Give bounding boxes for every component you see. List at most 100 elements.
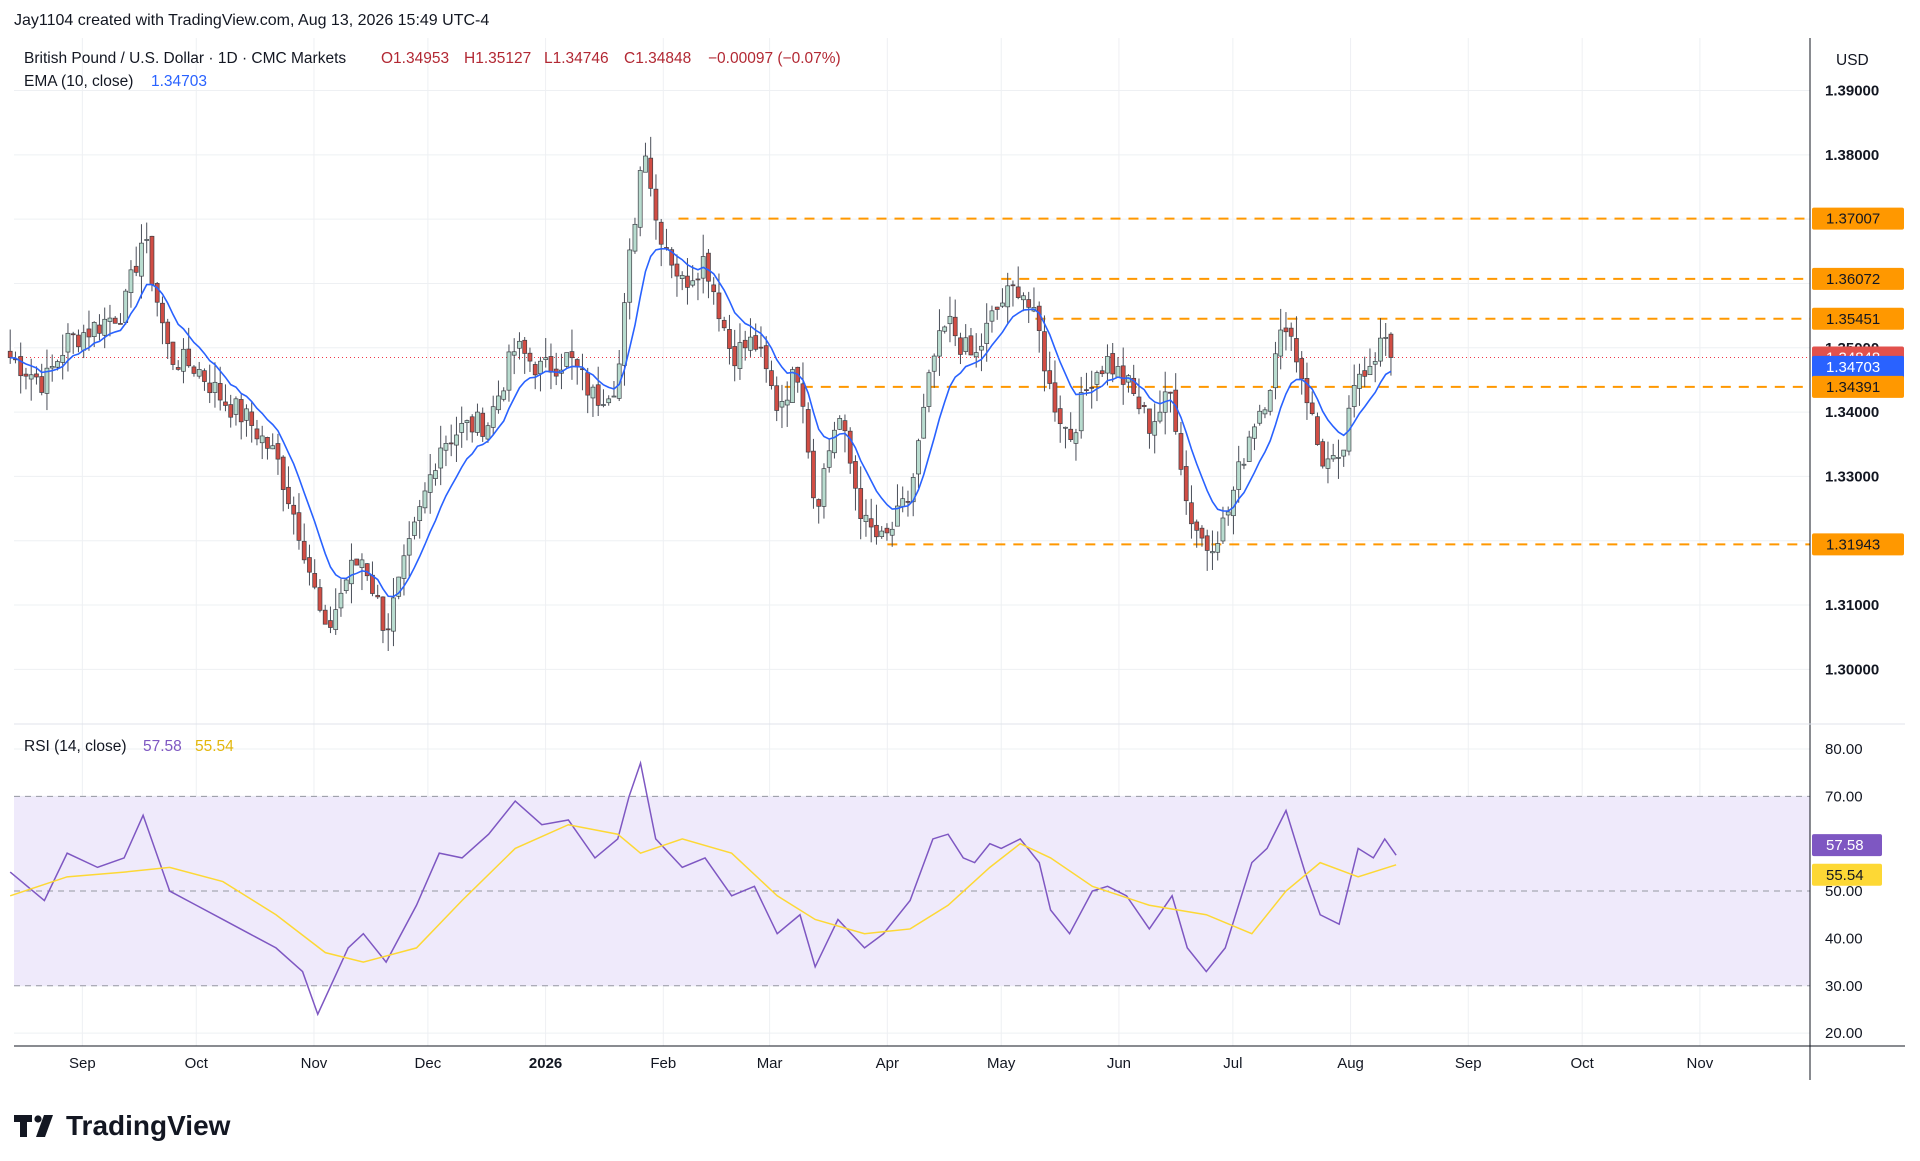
candle-down bbox=[1309, 402, 1315, 415]
rsi-tick-label: 20.00 bbox=[1825, 1025, 1863, 1042]
candle-up bbox=[1063, 426, 1068, 429]
level-price-label: 1.36072 bbox=[1826, 271, 1880, 288]
candle-up bbox=[396, 576, 402, 597]
candle-up bbox=[779, 401, 785, 408]
candle-up bbox=[973, 352, 979, 358]
candle-up bbox=[1351, 385, 1357, 407]
candle-up bbox=[979, 345, 984, 351]
candle-down bbox=[1299, 358, 1305, 380]
candle-up bbox=[1378, 337, 1383, 362]
rsi-tick-label: 70.00 bbox=[1825, 788, 1863, 805]
candle-down bbox=[1068, 428, 1074, 440]
candle-down bbox=[1057, 408, 1063, 425]
candle-up bbox=[826, 450, 832, 468]
time-tick-label: Nov bbox=[1687, 1055, 1714, 1072]
candle-down bbox=[774, 385, 780, 411]
candle-down bbox=[1042, 331, 1047, 372]
candle-up bbox=[196, 369, 202, 377]
candle-up bbox=[55, 361, 60, 368]
candle-up bbox=[1262, 409, 1268, 415]
ohlc-low: L1.34746 bbox=[544, 50, 609, 67]
candle-up bbox=[1325, 458, 1331, 469]
candle-up bbox=[65, 332, 71, 353]
candle-up bbox=[28, 374, 34, 380]
candle-down bbox=[595, 384, 601, 406]
candle-up bbox=[821, 468, 827, 507]
candle-up bbox=[1257, 410, 1263, 424]
candle-up bbox=[837, 418, 843, 430]
price-tick-label: 1.34000 bbox=[1825, 404, 1879, 421]
candle-down bbox=[1084, 389, 1089, 391]
candle-up bbox=[49, 366, 55, 369]
candle-up bbox=[790, 369, 795, 403]
candle-up bbox=[622, 302, 627, 366]
candle-up bbox=[1246, 436, 1252, 462]
candle-up bbox=[900, 498, 906, 508]
candle-up bbox=[259, 435, 265, 444]
candle-down bbox=[112, 317, 118, 324]
axes: 1.300001.310001.320001.330001.340001.350… bbox=[14, 38, 1905, 1080]
candle-down bbox=[874, 524, 879, 538]
candle-down bbox=[170, 341, 176, 365]
rsi-value-label-box bbox=[1812, 834, 1882, 857]
candle-down bbox=[1204, 535, 1210, 551]
tradingview-logo-icon bbox=[14, 1115, 53, 1137]
candle-up bbox=[643, 155, 648, 173]
level-price-label-box bbox=[1812, 533, 1904, 556]
candle-up bbox=[139, 242, 144, 277]
candle-up bbox=[690, 280, 696, 286]
time-tick-label: Sep bbox=[69, 1055, 96, 1072]
time-tick-label: Jul bbox=[1223, 1055, 1242, 1072]
candle-up bbox=[679, 275, 685, 279]
ema-price-label: 1.34703 bbox=[1826, 359, 1880, 376]
candle-up bbox=[832, 429, 837, 454]
candle-up bbox=[438, 447, 444, 469]
candle-down bbox=[291, 504, 297, 515]
time-tick-label: Apr bbox=[876, 1055, 899, 1072]
candle-up bbox=[784, 399, 790, 406]
candle-up bbox=[406, 538, 412, 556]
candle-down bbox=[758, 346, 764, 349]
candle-down bbox=[811, 450, 816, 499]
candle-up bbox=[417, 506, 423, 522]
candle-down bbox=[1304, 378, 1310, 404]
level-price-label-box bbox=[1812, 267, 1904, 290]
candle-up bbox=[1225, 511, 1231, 516]
time-tick-label: Jun bbox=[1107, 1055, 1131, 1072]
candle-down bbox=[76, 334, 81, 348]
candle-up bbox=[359, 559, 365, 568]
candle-up bbox=[349, 559, 354, 585]
candle-up bbox=[895, 505, 900, 527]
time-tick-label: Mar bbox=[757, 1055, 783, 1072]
time-tick-label: Aug bbox=[1337, 1055, 1364, 1072]
candle-down bbox=[952, 316, 958, 337]
candle-up bbox=[490, 406, 496, 428]
candle-down bbox=[527, 352, 533, 362]
candle-up bbox=[1267, 390, 1273, 412]
candle-up bbox=[338, 592, 344, 609]
candle-down bbox=[160, 302, 165, 324]
horizontal-levels bbox=[14, 217, 1810, 546]
candle-down bbox=[1183, 466, 1189, 502]
candle-down bbox=[585, 372, 591, 396]
candle-down bbox=[1047, 370, 1053, 384]
candle-down bbox=[275, 443, 281, 460]
ohlc-change: −0.00097 (−0.07%) bbox=[708, 50, 841, 67]
candle-down bbox=[280, 456, 286, 490]
chart-svg[interactable]: 1.300001.310001.320001.330001.340001.350… bbox=[0, 0, 1920, 1100]
candle-down bbox=[1099, 370, 1105, 375]
ohlc-open: O1.34953 bbox=[381, 50, 449, 67]
candle-down bbox=[480, 412, 486, 437]
candle-down bbox=[1015, 286, 1021, 298]
candle-up bbox=[102, 318, 108, 336]
candle-down bbox=[1199, 527, 1205, 539]
candle-up bbox=[233, 398, 239, 415]
candle-up bbox=[107, 317, 113, 322]
currency-label[interactable]: USD bbox=[1836, 52, 1869, 69]
candle-up bbox=[475, 411, 480, 433]
candle-down bbox=[39, 376, 45, 393]
candle-up bbox=[496, 395, 501, 411]
candle-down bbox=[685, 275, 690, 288]
candle-down bbox=[86, 328, 92, 338]
tradingview-logo[interactable]: TradingView bbox=[14, 1110, 230, 1142]
